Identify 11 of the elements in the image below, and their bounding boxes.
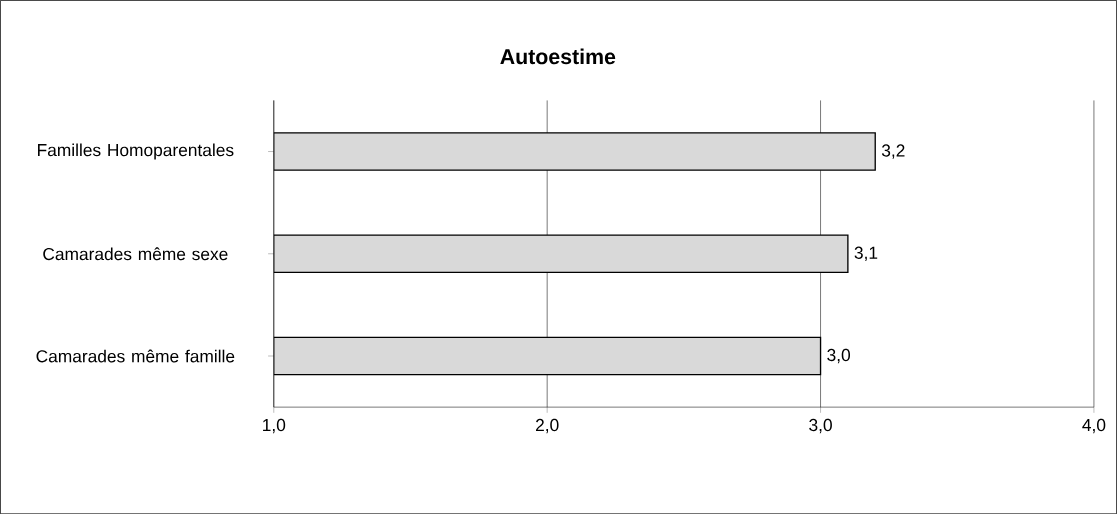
y-tick-label: Camarades même sexe [43,247,228,261]
data-label: 3,1 [854,246,878,261]
x-tick-label: 1,0 [263,418,286,434]
x-tick-label: 2,0 [536,418,559,434]
y-tick-label: Camarades même famille [36,349,235,363]
x-tick-label: 4,0 [1082,418,1106,434]
data-label: 3,2 [881,144,905,159]
y-tick-label: Familles Homoparentales [38,143,234,160]
chart-title: Autoestime [500,48,616,65]
x-tick-label: 3,0 [809,418,832,434]
data-label: 3,0 [827,348,851,364]
